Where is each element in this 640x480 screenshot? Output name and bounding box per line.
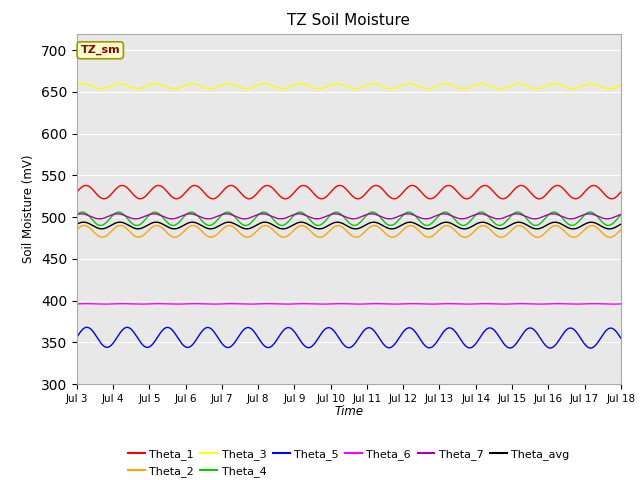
Theta_avg [115,219,123,225]
Line: Theta_5: Theta_5 [77,327,621,348]
Theta_1 [82,182,90,188]
Theta_6 [82,301,90,307]
Theta_4 [73,212,81,218]
Theta_7 [115,211,123,217]
Theta_5 [617,335,625,341]
Theta_1 [115,183,123,189]
Line: Theta_3: Theta_3 [77,84,621,89]
Theta_avg [316,226,323,232]
Theta_1 [383,191,390,197]
Theta_5 [304,345,312,350]
Line: Theta_avg: Theta_avg [77,222,621,229]
Theta_6 [383,301,390,307]
Line: Theta_1: Theta_1 [77,185,621,199]
Theta_3 [617,82,625,88]
Theta_4 [586,209,594,215]
Theta_7 [383,216,391,221]
Theta_3 [304,83,312,88]
Theta_5 [316,334,323,339]
Theta_avg [325,222,333,228]
Theta_5 [383,344,390,350]
Theta_6 [617,301,625,307]
Theta_1 [316,195,323,201]
Theta_2 [138,234,145,240]
Theta_7 [305,214,312,219]
X-axis label: Time: Time [334,405,364,418]
Theta_7 [326,212,333,218]
Theta_avg [383,225,390,230]
Theta_3 [605,86,612,92]
Theta_3 [316,86,323,92]
Line: Theta_4: Theta_4 [77,212,621,226]
Line: Theta_2: Theta_2 [77,226,621,237]
Theta_6 [608,301,616,307]
Theta_1 [304,184,312,190]
Theta_avg [617,221,625,227]
Theta_avg [73,221,81,227]
Theta_1 [325,191,333,197]
Theta_avg [605,226,613,232]
Theta_3 [138,85,145,91]
Theta_7 [316,216,323,221]
Theta_7 [223,211,230,216]
Theta_5 [115,331,123,337]
Theta_4 [115,209,123,215]
Theta_5 [73,335,81,340]
Theta_7 [204,216,212,222]
Theta_1 [138,196,145,202]
Theta_4 [617,212,625,218]
Theta_2 [115,223,123,228]
Theta_6 [73,301,81,307]
Line: Theta_7: Theta_7 [77,214,621,219]
Theta_7 [617,212,625,217]
Theta_5 [325,325,333,331]
Theta_3 [325,83,333,89]
Theta_3 [115,81,123,86]
Theta_avg [138,226,145,231]
Theta_2 [80,223,88,228]
Theta_4 [383,221,390,227]
Theta_6 [138,301,145,307]
Theta_3 [73,82,81,88]
Theta_5 [138,340,145,346]
Title: TZ Soil Moisture: TZ Soil Moisture [287,13,410,28]
Theta_2 [383,232,390,238]
Theta_2 [304,226,312,231]
Theta_6 [316,301,323,307]
Y-axis label: Soil Moisture (mV): Soil Moisture (mV) [22,155,35,263]
Theta_6 [304,301,312,307]
Theta_7 [137,215,145,221]
Theta_3 [383,85,390,91]
Theta_5 [587,345,595,351]
Theta_1 [617,189,625,195]
Theta_2 [325,228,333,234]
Theta_1 [608,196,616,202]
Theta_2 [73,227,81,232]
Theta_2 [617,227,625,233]
Theta_4 [316,222,323,228]
Theta_5 [83,324,91,330]
Theta_7 [73,212,81,217]
Theta_1 [73,189,81,195]
Theta_6 [115,301,123,307]
Theta_4 [97,223,104,228]
Theta_3 [79,81,87,86]
Theta_2 [606,234,614,240]
Theta_4 [138,221,145,227]
Theta_6 [325,301,333,307]
Legend: Theta_1, Theta_2, Theta_3, Theta_4, Theta_5, Theta_6, Theta_7, Theta_avg: Theta_1, Theta_2, Theta_3, Theta_4, Thet… [128,449,570,477]
Theta_4 [325,214,333,219]
Theta_4 [304,215,312,220]
Theta_avg [80,219,88,225]
Theta_avg [304,221,312,227]
Theta_2 [316,234,323,240]
Text: TZ_sm: TZ_sm [81,45,120,55]
